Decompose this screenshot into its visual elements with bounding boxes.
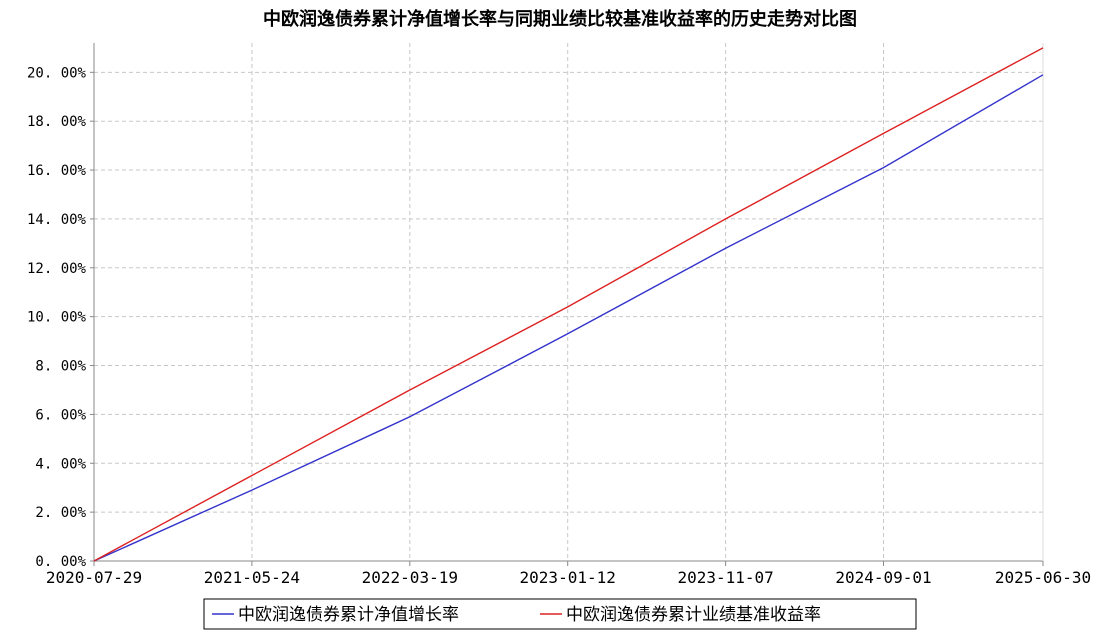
series-lines (93, 47, 1044, 562)
y-tick-label: 12. 00% (27, 261, 87, 277)
y-tick-label: 6. 00% (35, 407, 86, 423)
x-tick-label: 2020-07-29 (46, 568, 142, 587)
x-axis-ticks: 2020-07-29 2021-05-24 2022-03-19 2023-01-12… (46, 561, 1091, 587)
y-tick-label: 4. 00% (35, 456, 86, 472)
x-tick-label: 2023-01-12 (520, 568, 616, 587)
grid-lines (94, 43, 1043, 561)
y-tick-label: 14. 00% (27, 212, 87, 228)
x-tick-label: 2025-06-30 (995, 568, 1091, 587)
x-tick-label: 2021-05-24 (204, 568, 300, 587)
legend: 中欧润逸债券累计净值增长率 中欧润逸债券累计业绩基准收益率 (203, 598, 917, 630)
x-tick-label: 2024-09-01 (835, 568, 931, 587)
series-line-2 (93, 47, 1044, 562)
y-tick-label: 2. 00% (35, 505, 86, 521)
y-tick-label: 8. 00% (35, 359, 86, 375)
series-line-1 (93, 74, 1044, 562)
y-tick-label: 16. 00% (27, 163, 87, 179)
legend-label-2: 中欧润逸债券累计业绩基准收益率 (566, 605, 821, 625)
chart-title: 中欧润逸债券累计净值增长率与同期业绩比较基准收益率的历史走势对比图 (263, 8, 857, 30)
y-tick-label: 18. 00% (27, 114, 87, 130)
x-tick-label: 2022-03-19 (362, 568, 458, 587)
y-tick-label: 20. 00% (27, 65, 87, 81)
y-tick-label: 10. 00% (27, 310, 87, 326)
y-tick-label: 0. 00% (35, 554, 86, 570)
x-tick-label: 2023-11-07 (677, 568, 773, 587)
y-axis-ticks: 0. 00% 2. 00% 4. 00% 6. 00% 8. 00% 10. 00% 12.… (27, 65, 94, 570)
legend-label-1: 中欧润逸债券累计净值增长率 (238, 605, 459, 625)
